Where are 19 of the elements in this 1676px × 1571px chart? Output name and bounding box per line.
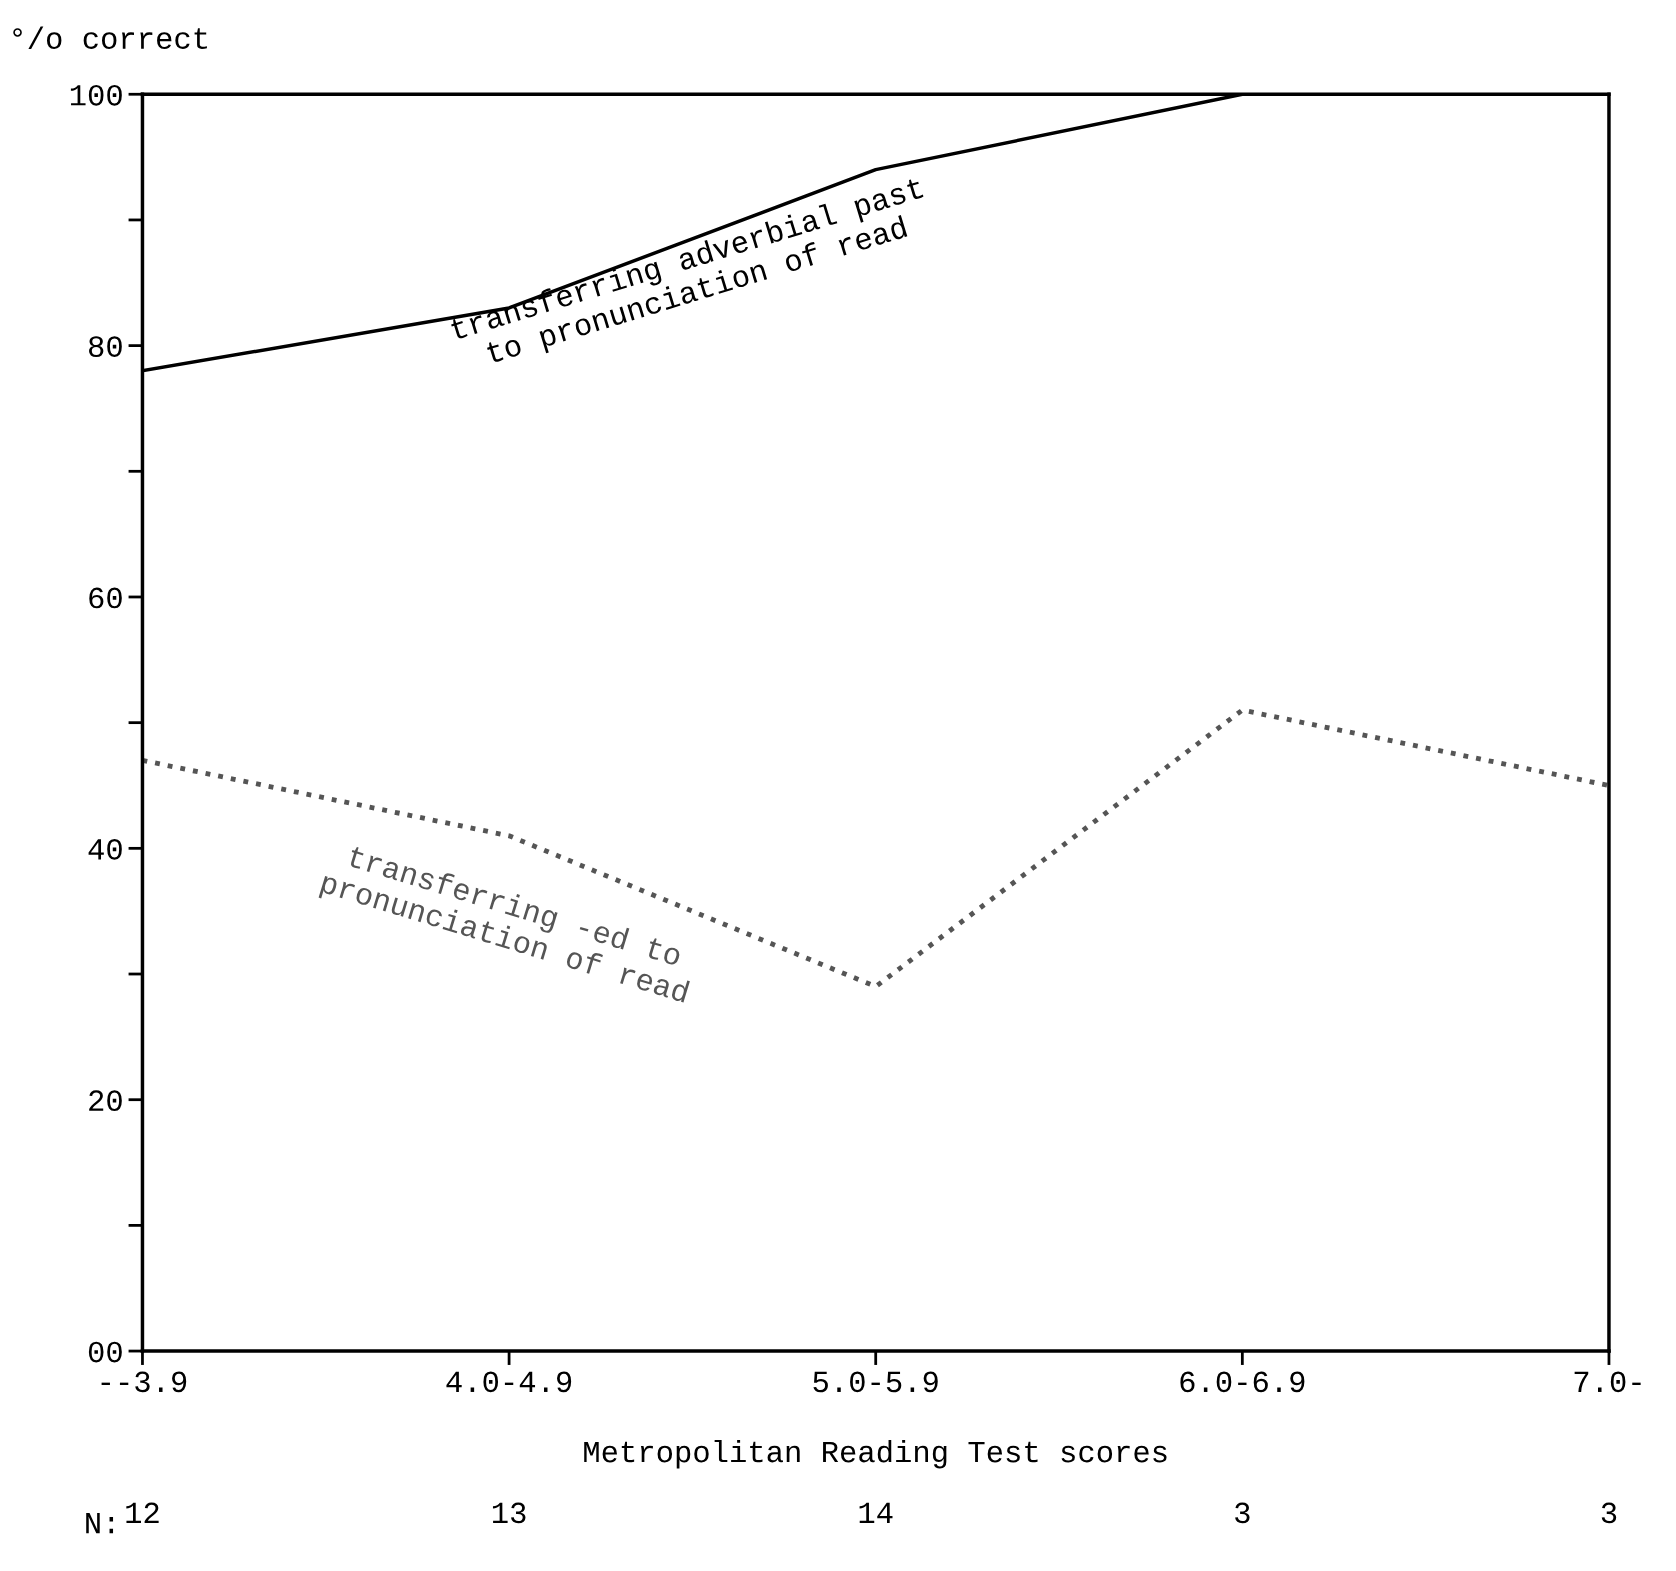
y-tick-label: 60 <box>89 587 122 609</box>
y-tick-label: 00 <box>88 1341 122 1363</box>
x-tick-label: --3.9 <box>101 1371 187 1393</box>
x-axis-title: Metropolitan Reading Test scores <box>584 1439 1167 1469</box>
y-tick-label: 40 <box>88 838 122 860</box>
text: 3 <box>1601 1502 1617 1524</box>
text: 14 <box>859 1502 893 1523</box>
x-tick-label: 6.0-6.9 <box>1180 1371 1305 1393</box>
x-tick-label: 4.0-4.9 <box>446 1371 572 1393</box>
y-axis-title: °/o correct <box>13 26 207 49</box>
y-tick-label: 20 <box>89 1090 122 1112</box>
text: 3 <box>1235 1502 1250 1524</box>
y-tick-label: 100 <box>70 84 122 106</box>
text: 13 <box>492 1502 526 1524</box>
y-tick-label: 80 <box>89 336 122 357</box>
x-tick-label: 7.0- <box>1574 1371 1641 1393</box>
text: 12 <box>126 1502 159 1523</box>
text: N: <box>86 1513 114 1534</box>
x-tick-label: 5.0-5.9 <box>813 1371 938 1393</box>
